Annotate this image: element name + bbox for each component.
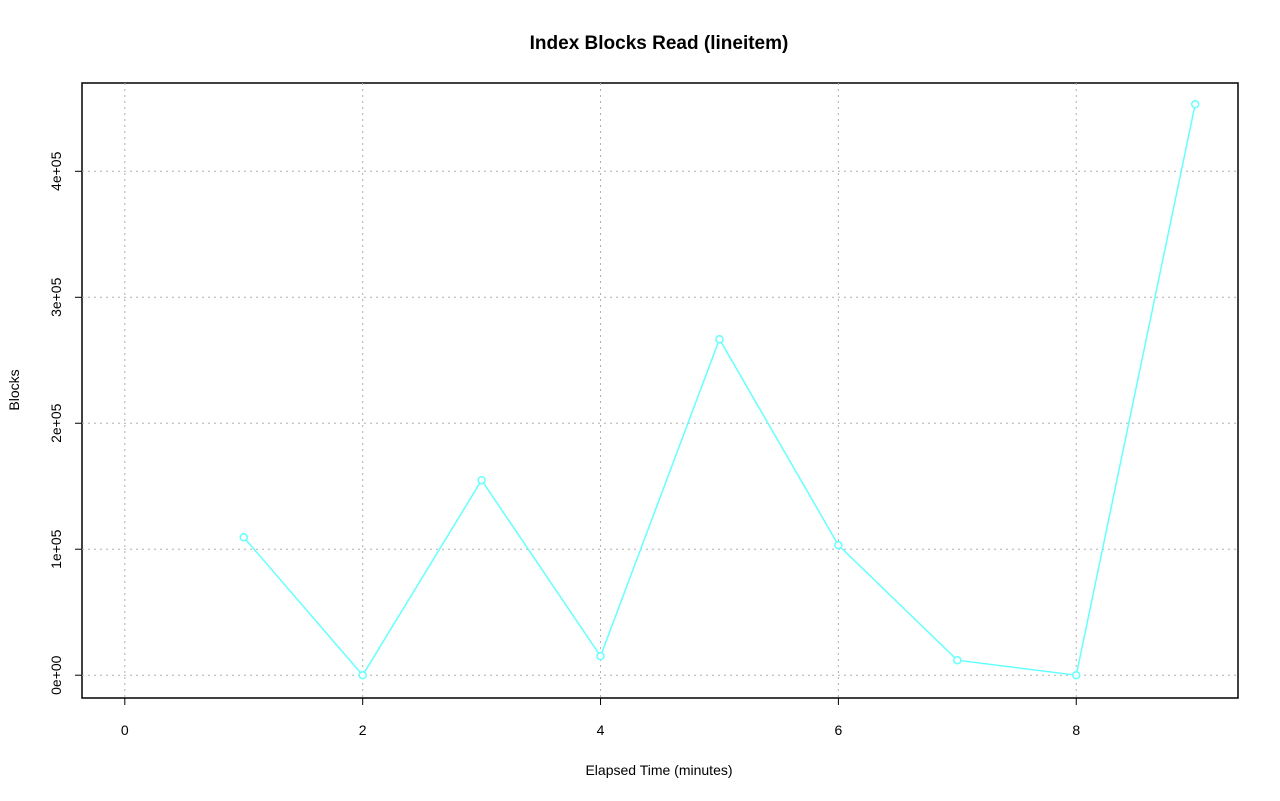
x-tick-label: 2 bbox=[359, 722, 367, 738]
x-tick-label: 6 bbox=[834, 722, 842, 738]
data-point bbox=[715, 334, 724, 344]
y-tick-label: 1e+05 bbox=[48, 529, 64, 569]
data-line bbox=[243, 104, 1196, 677]
y-tick-label: 3e+05 bbox=[48, 277, 64, 317]
data-point bbox=[1190, 100, 1200, 109]
x-tick-label: 4 bbox=[597, 722, 605, 738]
y-axis-label: Blocks bbox=[6, 369, 22, 410]
data-point bbox=[239, 533, 248, 542]
y-tick-label: 4e+05 bbox=[48, 151, 64, 191]
x-tick-label: 0 bbox=[121, 722, 129, 738]
data-point bbox=[477, 475, 486, 485]
data-point bbox=[834, 540, 843, 550]
y-tick-label: 2e+05 bbox=[48, 403, 64, 443]
data-point bbox=[358, 670, 367, 680]
y-tick-label: 0e+00 bbox=[48, 655, 64, 695]
chart-title: Index Blocks Read (lineitem) bbox=[530, 33, 789, 54]
data-point bbox=[1072, 670, 1081, 680]
x-axis-label: Elapsed Time (minutes) bbox=[585, 762, 732, 778]
plot-frame bbox=[81, 82, 1239, 699]
data-point bbox=[953, 655, 962, 665]
data-point bbox=[596, 651, 605, 661]
x-tick-label: 8 bbox=[1072, 722, 1080, 738]
